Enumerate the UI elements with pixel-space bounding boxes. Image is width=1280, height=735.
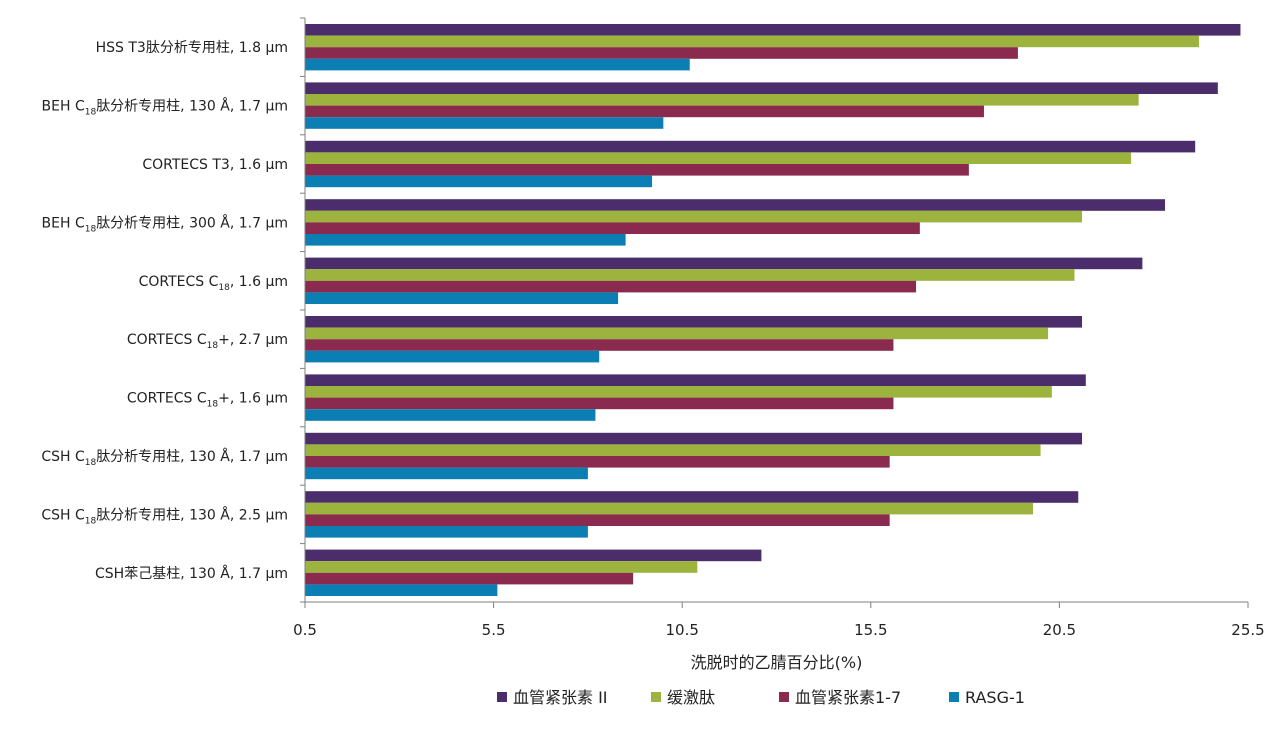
category-label: CSH C18肽分析专用柱, 130 Å, 1.7 µm: [41, 448, 288, 468]
bar: [305, 105, 984, 118]
bar: [305, 339, 894, 351]
bar: [305, 24, 1241, 36]
bar: [305, 502, 1033, 515]
bar: [305, 444, 1041, 456]
category-label: CORTECS C18+, 1.6 µm: [127, 391, 288, 410]
bar: [305, 140, 1196, 153]
bar: [305, 456, 890, 468]
bar: [305, 117, 664, 129]
bar: [305, 35, 1199, 48]
bar: [305, 58, 690, 71]
bar: [305, 584, 498, 596]
bar: [305, 47, 1018, 59]
legend-label: 血管紧张素 II: [513, 688, 608, 707]
legend-swatch: [949, 692, 959, 702]
category-label: CORTECS C18, 1.6 µm: [139, 274, 288, 293]
bar: [305, 572, 634, 585]
bar: [305, 526, 588, 538]
x-axis-title: 洗脱时的乙腈百分比(%): [691, 653, 863, 672]
bar: [305, 561, 698, 573]
bar: [305, 175, 653, 188]
bar: [305, 549, 762, 562]
bar: [305, 514, 890, 526]
bar: [305, 152, 1132, 164]
category-label: CSH苯己基柱, 130 Å, 1.7 µm: [95, 565, 288, 582]
x-tick-label: 10.5: [665, 621, 698, 639]
legend-label: 血管紧张素1-7: [795, 688, 901, 707]
x-tick-label: 25.5: [1231, 621, 1264, 639]
category-label: BEH C18肽分析专用柱, 130 Å, 1.7 µm: [42, 98, 288, 118]
bar: [305, 467, 588, 480]
bar: [305, 222, 920, 234]
bar: [305, 491, 1079, 503]
bar: [305, 292, 619, 304]
category-label: CORTECS C18+, 2.7 µm: [127, 332, 288, 351]
category-label: CORTECS T3, 1.6 µm: [142, 157, 288, 173]
x-tick-label: 15.5: [854, 621, 887, 639]
bar: [305, 350, 600, 363]
bar: [305, 199, 1166, 211]
bar: [305, 164, 969, 176]
legend-swatch: [779, 692, 789, 702]
bar: [305, 210, 1083, 223]
legend-swatch: [651, 692, 661, 702]
category-label: HSS T3肽分析专用柱, 1.8 µm: [96, 40, 288, 56]
x-tick-label: 0.5: [293, 621, 317, 639]
bar: [305, 280, 917, 293]
legend-swatch: [497, 692, 507, 702]
bar: [305, 82, 1218, 94]
bar: [305, 397, 894, 410]
category-label: BEH C18肽分析专用柱, 300 Å, 1.7 µm: [42, 214, 288, 234]
bar: [305, 432, 1083, 445]
bar: [305, 234, 626, 246]
legend-label: 缓激肽: [667, 688, 715, 707]
x-tick-label: 5.5: [482, 621, 506, 639]
bar: [305, 386, 1052, 398]
bar: [305, 316, 1083, 328]
bar: [305, 269, 1075, 281]
bar: [305, 257, 1143, 270]
x-tick-label: 20.5: [1043, 621, 1076, 639]
bar: [305, 94, 1139, 106]
bar: [305, 409, 596, 421]
legend-label: RASG-1: [965, 688, 1025, 707]
bar: [305, 327, 1049, 340]
category-label: CSH C18肽分析专用柱, 130 Å, 2.5 µm: [41, 506, 288, 526]
bar: [305, 374, 1086, 386]
